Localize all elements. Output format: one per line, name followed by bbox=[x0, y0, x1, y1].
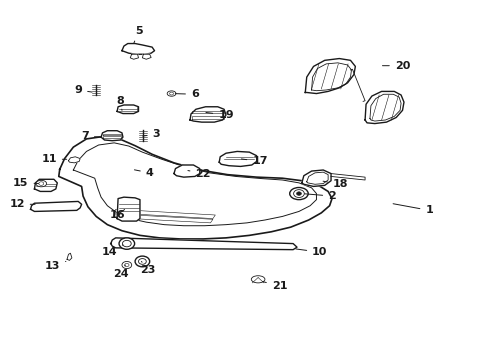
Text: 16: 16 bbox=[109, 210, 124, 220]
Polygon shape bbox=[219, 152, 256, 166]
Ellipse shape bbox=[124, 264, 129, 267]
Polygon shape bbox=[301, 170, 330, 186]
Polygon shape bbox=[305, 59, 355, 94]
Ellipse shape bbox=[296, 192, 301, 195]
Polygon shape bbox=[59, 136, 331, 239]
Ellipse shape bbox=[39, 182, 43, 185]
Text: 22: 22 bbox=[187, 168, 210, 179]
Text: 12: 12 bbox=[9, 199, 35, 209]
Text: 9: 9 bbox=[74, 85, 92, 95]
Ellipse shape bbox=[135, 256, 149, 267]
Polygon shape bbox=[67, 253, 72, 260]
Polygon shape bbox=[68, 157, 80, 163]
Polygon shape bbox=[117, 197, 140, 221]
Text: 7: 7 bbox=[81, 131, 102, 141]
Polygon shape bbox=[130, 54, 138, 59]
Text: 4: 4 bbox=[134, 168, 153, 178]
Polygon shape bbox=[111, 238, 296, 249]
Text: 17: 17 bbox=[241, 157, 267, 166]
Polygon shape bbox=[30, 202, 81, 211]
Text: 15: 15 bbox=[13, 178, 39, 188]
Polygon shape bbox=[117, 105, 138, 113]
Text: 20: 20 bbox=[382, 61, 409, 71]
Text: 2: 2 bbox=[304, 191, 335, 201]
Polygon shape bbox=[190, 107, 225, 122]
Text: 21: 21 bbox=[262, 282, 286, 292]
Polygon shape bbox=[34, 179, 57, 192]
Text: 3: 3 bbox=[142, 129, 160, 139]
Polygon shape bbox=[122, 44, 154, 54]
Polygon shape bbox=[174, 165, 200, 177]
Text: 19: 19 bbox=[205, 110, 233, 120]
Ellipse shape bbox=[293, 190, 304, 198]
Polygon shape bbox=[142, 54, 151, 59]
Text: 6: 6 bbox=[175, 89, 199, 99]
Text: 8: 8 bbox=[117, 96, 124, 111]
Ellipse shape bbox=[167, 91, 176, 96]
Ellipse shape bbox=[119, 238, 134, 249]
Text: 14: 14 bbox=[102, 245, 122, 257]
Text: 11: 11 bbox=[41, 154, 66, 164]
Polygon shape bbox=[101, 131, 122, 141]
Ellipse shape bbox=[169, 92, 173, 95]
Ellipse shape bbox=[138, 258, 146, 264]
Text: 13: 13 bbox=[45, 261, 66, 271]
Ellipse shape bbox=[36, 180, 46, 187]
Ellipse shape bbox=[289, 188, 307, 200]
Ellipse shape bbox=[122, 240, 131, 247]
Text: 24: 24 bbox=[112, 265, 128, 279]
Text: 10: 10 bbox=[295, 247, 327, 257]
Text: 18: 18 bbox=[323, 179, 348, 189]
Text: 23: 23 bbox=[140, 261, 156, 275]
Polygon shape bbox=[365, 91, 403, 123]
Text: 5: 5 bbox=[133, 26, 142, 44]
Ellipse shape bbox=[122, 261, 131, 269]
Text: 1: 1 bbox=[392, 204, 432, 215]
